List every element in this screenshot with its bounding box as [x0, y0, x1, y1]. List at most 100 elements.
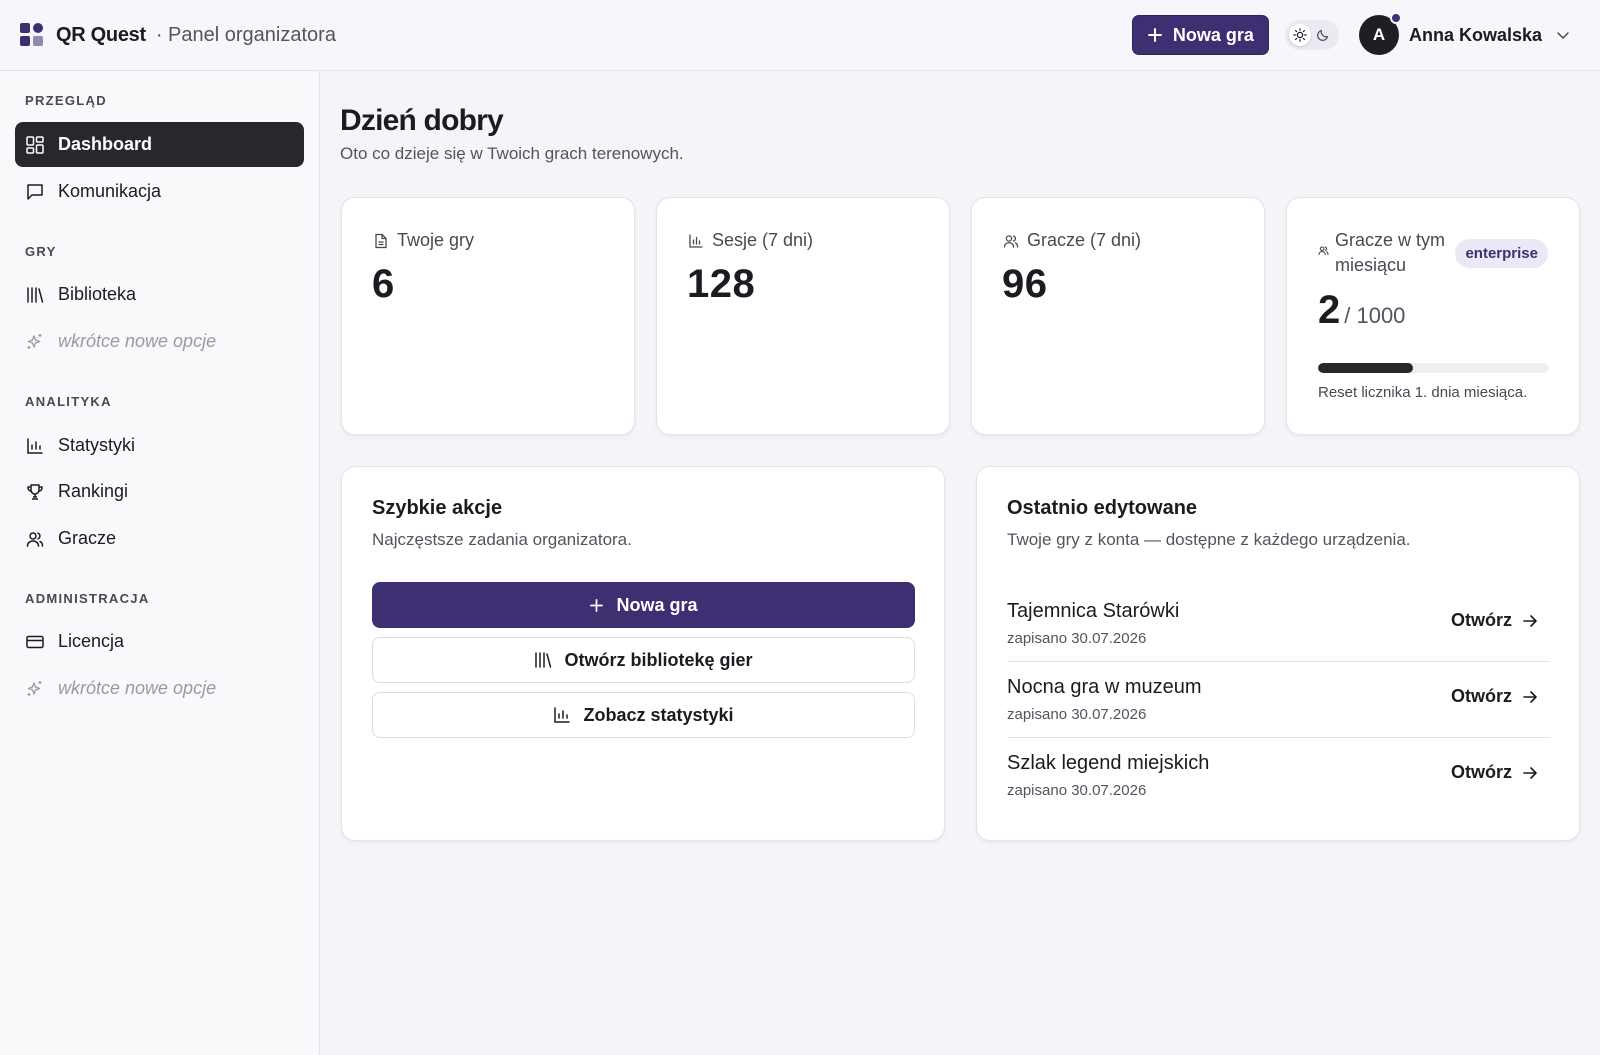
new-game-action-button[interactable]: Nowa gra — [372, 582, 915, 628]
section-title-analytics: ANALITYKA — [25, 394, 112, 409]
stat-value: 96 — [1002, 262, 1048, 306]
stat-label: Gracze (7 dni) — [1027, 230, 1142, 250]
view-statistics-button[interactable]: Zobacz statystyki — [372, 692, 915, 738]
open-game-button[interactable]: Otwórz — [1451, 610, 1538, 631]
moon-icon[interactable] — [1312, 24, 1334, 46]
credit-card-icon — [25, 632, 45, 652]
open-label: Otwórz — [1451, 762, 1512, 782]
sidebar-item-players[interactable]: Gracze — [15, 516, 304, 561]
page-subtitle: Oto co dzieje się w Twoich grach terenow… — [340, 144, 684, 163]
game-saved-date: zapisano 30.07.2026 — [1007, 630, 1147, 647]
stat-value: 2 — [1318, 288, 1341, 332]
stat-value: 128 — [687, 262, 756, 306]
open-game-button[interactable]: Otwórz — [1451, 686, 1538, 707]
sidebar-item-label: wkrótce nowe opcje — [58, 331, 217, 351]
reset-note: Reset licznika 1. dnia miesiąca. — [1318, 384, 1528, 401]
avatar[interactable]: A — [1358, 12, 1402, 55]
button-label: Nowa gra — [616, 594, 698, 615]
users-icon — [1003, 234, 1019, 248]
library-icon — [535, 652, 552, 668]
stat-value: 6 — [372, 262, 395, 306]
logo-icon — [20, 23, 44, 47]
plan-badge: enterprise — [1455, 239, 1548, 268]
file-icon — [375, 233, 387, 248]
sidebar-item-dashboard[interactable]: Dashboard — [15, 122, 304, 167]
library-icon — [25, 285, 45, 305]
quick-actions-panel: Szybkie akcje Najczęstsze zadania organi… — [341, 466, 945, 841]
user-name: Anna Kowalska — [1408, 24, 1542, 45]
usage-progress-bar — [1318, 363, 1549, 373]
bar-chart-icon — [689, 233, 703, 248]
open-game-button[interactable]: Otwórz — [1451, 762, 1538, 783]
avatar-initial: A — [1372, 25, 1386, 44]
new-game-label: Nowa gra — [1172, 24, 1254, 45]
dashboard-icon — [25, 135, 45, 155]
stat-card-monthly-players: Gracze w tym miesiącu enterprise 2/ 1000… — [1286, 197, 1580, 435]
stat-label: Sesje (7 dni) — [712, 230, 814, 250]
stat-card-games: Twoje gry 6 — [341, 197, 635, 435]
panel-title: Szybkie akcje — [372, 497, 503, 519]
sidebar-item-coming-soon: wkrótce nowe opcje — [15, 666, 304, 711]
game-name: Tajemnica Starówki — [1007, 600, 1180, 622]
sidebar-item-coming-soon: wkrótce nowe opcje — [15, 319, 304, 364]
stat-limit: / 1000 — [1344, 303, 1406, 328]
button-label: Zobacz statystyki — [583, 704, 734, 725]
button-label: Otwórz bibliotekę gier — [564, 649, 753, 670]
trophy-icon — [25, 482, 45, 502]
brand[interactable]: QR Quest · Panel organizatora — [20, 23, 336, 47]
open-label: Otwórz — [1451, 686, 1512, 706]
panel-subtitle: Twoje gry z konta — dostępne z każdego u… — [1007, 530, 1411, 549]
game-name: Nocna gra w muzeum — [1007, 676, 1202, 698]
sidebar-item-label: wkrótce nowe opcje — [58, 678, 217, 698]
sidebar-item-statistics[interactable]: Statystyki — [15, 423, 304, 468]
section-title-games: GRY — [25, 244, 57, 259]
sidebar-item-label: Rankingi — [58, 481, 129, 501]
stat-card-sessions: Sesje (7 dni) 128 — [656, 197, 950, 435]
sun-icon[interactable] — [1289, 24, 1312, 46]
message-icon — [25, 182, 45, 202]
sidebar-item-license[interactable]: Licencja — [15, 619, 304, 664]
plus-icon — [590, 598, 604, 612]
user-menu[interactable]: A Anna Kowalska — [1358, 12, 1570, 55]
sidebar-item-rankings[interactable]: Rankingi — [15, 469, 304, 514]
arrow-right-icon — [1523, 614, 1537, 627]
sparkle-icon — [25, 332, 45, 352]
sidebar-item-library[interactable]: Biblioteka — [15, 272, 304, 317]
top-bar: QR Quest · Panel organizatora Nowa gra A… — [0, 0, 1600, 71]
sidebar: PRZEGLĄD Dashboard Komunikacja GRY Bibli… — [0, 71, 320, 1055]
bar-chart-icon — [554, 707, 571, 723]
brand-name: QR Quest — [56, 23, 146, 46]
stat-label: Gracze w tym miesiącu — [1335, 230, 1446, 275]
open-library-button[interactable]: Otwórz bibliotekę gier — [372, 637, 915, 683]
game-saved-date: zapisano 30.07.2026 — [1007, 706, 1147, 723]
sidebar-item-label: Biblioteka — [58, 284, 137, 304]
stat-label: Twoje gry — [397, 230, 475, 250]
sidebar-item-label: Komunikacja — [58, 181, 162, 201]
panel-subtitle: Najczęstsze zadania organizatora. — [372, 530, 632, 549]
arrow-right-icon — [1523, 766, 1537, 779]
list-item: Nocna gra w muzeum zapisano 30.07.2026 O… — [1007, 662, 1550, 738]
arrow-right-icon — [1523, 690, 1537, 703]
page-title: Dzień dobry — [340, 104, 504, 137]
list-item: Tajemnica Starówki zapisano 30.07.2026 O… — [1007, 586, 1550, 662]
users-icon — [25, 529, 45, 549]
section-title-administration: ADMINISTRACJA — [25, 591, 150, 606]
sidebar-item-communication[interactable]: Komunikacja — [15, 169, 304, 214]
panel-title: Ostatnio edytowane — [1007, 497, 1198, 519]
sparkle-icon — [25, 679, 45, 699]
game-name: Szlak legend miejskich — [1007, 752, 1210, 774]
sidebar-item-label: Statystyki — [58, 435, 136, 455]
open-label: Otwórz — [1451, 610, 1512, 630]
game-saved-date: zapisano 30.07.2026 — [1007, 782, 1147, 799]
theme-toggle[interactable] — [1284, 20, 1339, 50]
recent-games-panel: Ostatnio edytowane Twoje gry z konta — d… — [976, 466, 1580, 841]
stat-card-players: Gracze (7 dni) 96 — [971, 197, 1265, 435]
list-item: Szlak legend miejskich zapisano 30.07.20… — [1007, 738, 1550, 814]
sidebar-item-label: Licencja — [58, 631, 125, 651]
plus-icon — [1147, 28, 1162, 42]
new-game-button[interactable]: Nowa gra — [1131, 15, 1269, 55]
sidebar-item-label: Dashboard — [58, 134, 153, 154]
chevron-down-icon[interactable] — [1556, 28, 1570, 42]
bar-chart-icon — [25, 436, 45, 456]
users-icon — [1318, 246, 1329, 256]
